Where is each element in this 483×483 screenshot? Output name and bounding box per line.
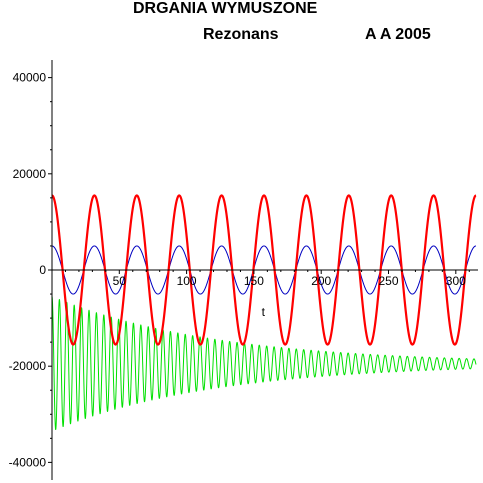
chart-author: A A 2005 (365, 26, 431, 43)
series-layer (51, 194, 477, 431)
series-line-1 (51, 194, 477, 346)
x-tick-label: 50 (113, 274, 127, 288)
x-tick-label: 250 (378, 274, 398, 288)
y-tick-label: 40000 (13, 71, 47, 85)
x-axis-label: t (262, 305, 266, 319)
series-line-3 (51, 296, 477, 431)
y-tick-label: -20000 (9, 359, 47, 373)
axis-layer: -40000 -20000 0 20000 40000 50 100 150 200 250 300 (9, 60, 478, 480)
chart-title: DRGANIA WYMUSZONE (133, 0, 318, 17)
x-tick-label: 150 (244, 274, 264, 288)
x-tick-label: 300 (446, 274, 466, 288)
y-tick-label: -40000 (9, 455, 47, 469)
series-line-2 (51, 245, 477, 295)
x-tick-label: 200 (311, 274, 331, 288)
chart-subtitle: Rezonans (203, 26, 279, 43)
x-tick-label: 100 (177, 274, 197, 288)
y-tick-label: 20000 (13, 167, 47, 181)
y-tick-label: 0 (39, 263, 46, 277)
